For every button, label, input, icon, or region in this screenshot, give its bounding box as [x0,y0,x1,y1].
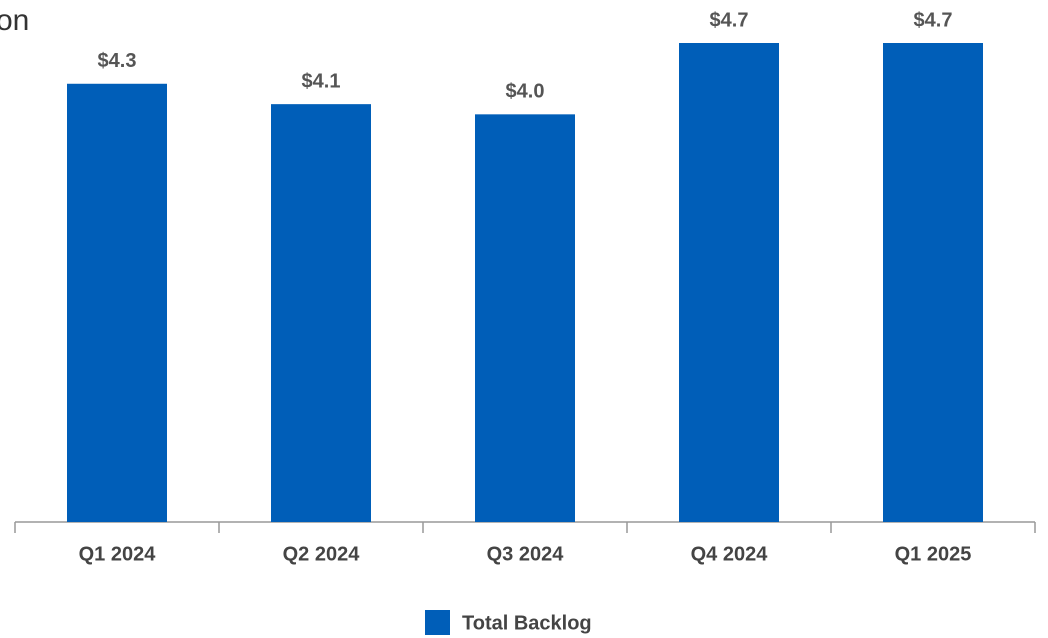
bar [67,83,167,522]
bar [883,43,983,522]
x-tick-label: Q2 2024 [283,543,361,565]
value-label: $4.7 [914,9,953,31]
value-label: $4.1 [302,70,341,92]
chart-title: on [0,4,29,37]
x-tick-label: Q1 2024 [79,543,157,565]
bar [475,114,575,522]
x-tick-label: Q1 2025 [895,543,972,565]
value-label: $4.7 [710,9,749,31]
value-label: $4.3 [98,50,137,72]
bar [271,104,371,523]
x-tick-label: Q3 2024 [487,543,565,565]
bar [679,43,779,522]
legend-label: Total Backlog [462,612,592,634]
legend-swatch [425,610,450,635]
x-tick-label: Q4 2024 [691,543,769,565]
value-label: $4.0 [506,81,545,103]
